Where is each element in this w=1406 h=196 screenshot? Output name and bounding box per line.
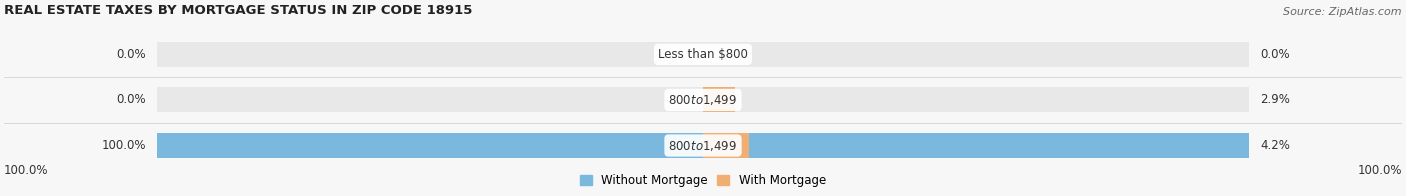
Text: 4.2%: 4.2% [1260, 139, 1289, 152]
Text: 0.0%: 0.0% [117, 48, 146, 61]
Legend: Without Mortgage, With Mortgage: Without Mortgage, With Mortgage [575, 169, 831, 192]
Bar [703, 133, 749, 158]
Text: 100.0%: 100.0% [101, 139, 146, 152]
Text: 100.0%: 100.0% [4, 164, 49, 177]
Text: 2.9%: 2.9% [1260, 93, 1289, 106]
Bar [157, 42, 1249, 67]
Bar [703, 87, 735, 113]
Text: $800 to $1,499: $800 to $1,499 [668, 139, 738, 152]
Text: 0.0%: 0.0% [1260, 48, 1289, 61]
Text: 100.0%: 100.0% [1357, 164, 1402, 177]
Bar [157, 87, 1249, 113]
Text: 0.0%: 0.0% [117, 93, 146, 106]
Bar [157, 133, 1249, 158]
Text: REAL ESTATE TAXES BY MORTGAGE STATUS IN ZIP CODE 18915: REAL ESTATE TAXES BY MORTGAGE STATUS IN … [4, 4, 472, 17]
Text: $800 to $1,499: $800 to $1,499 [668, 93, 738, 107]
Bar [157, 133, 1249, 158]
Text: Less than $800: Less than $800 [658, 48, 748, 61]
Text: Source: ZipAtlas.com: Source: ZipAtlas.com [1284, 7, 1402, 17]
